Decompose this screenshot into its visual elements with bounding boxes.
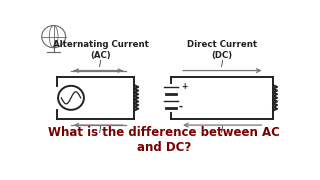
Text: I: I xyxy=(221,60,223,69)
Text: I: I xyxy=(221,127,223,136)
Text: Alternating Current
(AC): Alternating Current (AC) xyxy=(53,40,149,60)
Text: I: I xyxy=(99,127,101,136)
Text: I: I xyxy=(99,60,101,69)
Text: -: - xyxy=(179,102,183,112)
Text: Direct Current
(DC): Direct Current (DC) xyxy=(187,40,257,60)
Text: What is the difference between AC
and DC?: What is the difference between AC and DC… xyxy=(48,126,280,154)
Text: +: + xyxy=(181,82,187,91)
